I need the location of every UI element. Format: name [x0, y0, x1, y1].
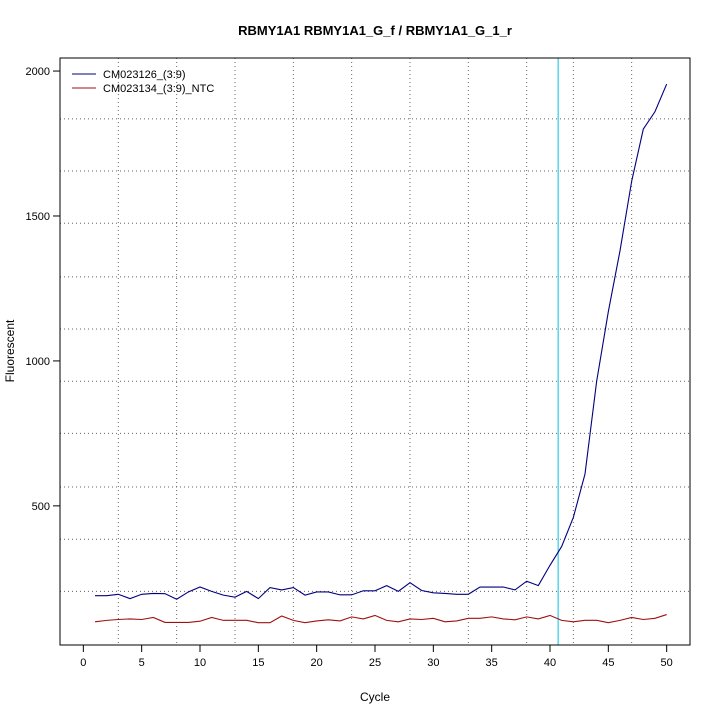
x-tick-label: 20 [311, 657, 323, 669]
legend: CM023126_(3:9) CM023134_(3:9)_NTC [72, 69, 214, 95]
plot-area-frame [59, 57, 691, 646]
chart-title: RBMY1A1 RBMY1A1_G_f / RBMY1A1_G_1_r [238, 23, 512, 38]
y-tick-label: 2000 [26, 66, 50, 78]
series-layer [94, 83, 668, 624]
x-tick-label: 5 [139, 657, 145, 669]
grid-lines [60, 58, 690, 645]
x-tick-label: 45 [602, 657, 614, 669]
x-tick-label: 15 [252, 657, 264, 669]
y-axis-label: Fluorescent [3, 319, 17, 382]
x-tick-label: 40 [544, 657, 556, 669]
y-tick-label: 1000 [26, 356, 50, 368]
x-axis-label: Cycle [360, 690, 390, 704]
x-axis: 0 5 10 15 20 25 30 35 40 45 50 [80, 645, 673, 669]
x-tick-label: 35 [486, 657, 498, 669]
x-tick-label: 30 [427, 657, 439, 669]
series-line-2 [94, 614, 667, 624]
y-tick-label: 500 [32, 501, 50, 513]
x-tick-label: 25 [369, 657, 381, 669]
x-tick-label: 10 [194, 657, 206, 669]
y-tick-label: 1500 [26, 211, 50, 223]
series-line-1 [95, 83, 668, 600]
x-tick-label: 50 [661, 657, 673, 669]
legend-label-1: CM023126_(3:9) [103, 69, 186, 81]
x-tick-label: 0 [80, 657, 86, 669]
y-axis: 500 1000 1500 2000 [26, 66, 60, 513]
legend-label-2: CM023134_(3:9)_NTC [103, 83, 214, 95]
